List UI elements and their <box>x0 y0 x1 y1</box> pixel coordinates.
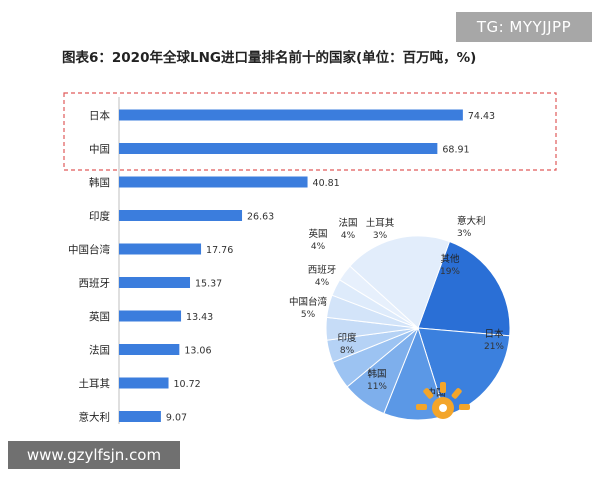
bar <box>119 109 463 121</box>
pie-slice-label: 法国 <box>338 217 357 229</box>
pie-slice-label: 其他 <box>440 253 460 265</box>
bar-category-label: 中国台湾 <box>68 243 110 256</box>
bar <box>119 243 202 255</box>
bar-value-label: 15.37 <box>195 279 222 290</box>
pie-slice <box>349 235 451 329</box>
bar-category-label: 中国 <box>89 143 110 156</box>
pie-chart: 日本21%中国韩国11%印度8%中国台湾5%西班牙4%英国4%法国4%土耳其3%… <box>289 215 511 421</box>
pie-slice-percent: 11% <box>367 382 387 392</box>
bar <box>119 411 161 422</box>
bar <box>119 143 438 154</box>
pie-slice-label: 西班牙 <box>308 264 337 276</box>
bar-value-label: 9.07 <box>166 413 187 424</box>
pie-slice-percent: 3% <box>373 231 388 241</box>
bar-value-label: 13.43 <box>186 312 213 323</box>
pie-slice-percent: 8% <box>340 346 355 356</box>
bar <box>119 176 308 188</box>
bar-category-label: 法国 <box>89 344 110 357</box>
pie-slice-percent: 5% <box>301 310 316 320</box>
bar-category-label: 印度 <box>89 210 110 223</box>
bar-category-label: 日本 <box>89 109 110 122</box>
bar-value-label: 10.72 <box>174 379 201 390</box>
bar <box>119 277 191 288</box>
pie-slice-percent: 19% <box>440 267 460 277</box>
bar <box>119 210 243 221</box>
bar-category-label: 英国 <box>89 310 110 323</box>
bar-category-label: 意大利 <box>79 411 111 424</box>
bar-value-label: 74.43 <box>468 111 495 122</box>
pie-slice-label: 英国 <box>308 228 327 240</box>
bar-value-label: 68.91 <box>442 145 469 156</box>
bar-category-label: 西班牙 <box>79 278 111 290</box>
bar-chart: 日本 74.43 中国 68.91 韩国 40.81 印度 26.63 中国台湾 17.76 西班牙… <box>68 109 495 424</box>
footer-url: www.gzylfsjn.com <box>8 441 180 469</box>
pie-slice-percent: 21% <box>484 342 504 352</box>
bar <box>119 377 169 389</box>
bar-value-label: 40.81 <box>313 178 340 189</box>
pie-slice-label: 印度 <box>337 332 357 344</box>
sun-logo-icon <box>416 382 470 419</box>
watermark-tag: TG: MYYJJPP <box>456 12 592 42</box>
pie-slice-label: 土耳其 <box>366 217 395 229</box>
pie-slice-label: 韩国 <box>367 368 386 380</box>
bar <box>119 344 180 355</box>
pie-slice <box>417 327 511 417</box>
bar-value-label: 26.63 <box>247 212 274 223</box>
pie-slice-label: 日本 <box>484 328 504 340</box>
pie-slice-percent: 4% <box>315 278 330 288</box>
highlight-box <box>63 92 557 171</box>
bar-value-label: 17.76 <box>206 245 233 256</box>
bar-value-label: 13.06 <box>184 346 211 357</box>
pie-slice-percent: 3% <box>457 229 472 239</box>
bar <box>119 310 182 322</box>
pie-slice-percent: 4% <box>341 231 356 241</box>
pie-slice-label: 意大利 <box>457 215 486 227</box>
pie-slice-label: 中国台湾 <box>289 296 328 308</box>
chart-title: 图表6：2020年全球LNG进口量排名前十的国家(单位：百万吨，%) <box>62 49 476 66</box>
bar-category-label: 土耳其 <box>79 377 111 390</box>
pie-slice-percent: 4% <box>311 242 326 252</box>
bar-category-label: 韩国 <box>89 176 110 189</box>
